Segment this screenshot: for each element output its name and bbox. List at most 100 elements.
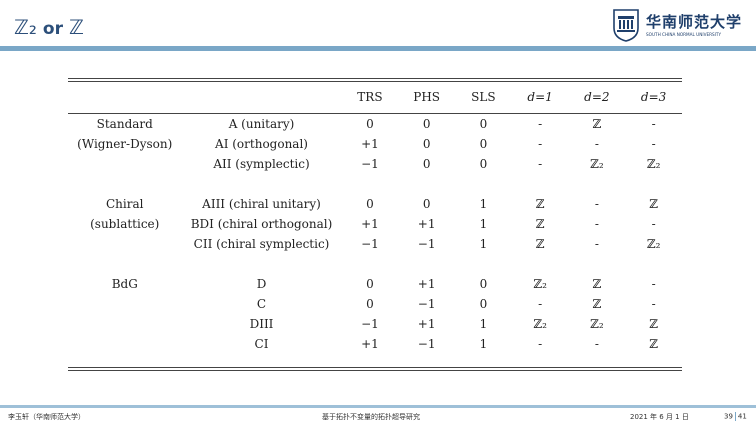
cell-trs: 0 <box>366 297 374 311</box>
cell-d1: ℤ₂ <box>533 317 547 331</box>
cell-d2: ℤ <box>592 277 602 291</box>
cell-name: CII (chiral symplectic) <box>193 237 330 251</box>
table-bottom-rule <box>68 367 682 371</box>
header-sls: SLS <box>471 90 496 104</box>
cell-cat: BdG <box>111 277 138 291</box>
cell-d2: ℤ₂ <box>590 317 604 331</box>
cell-sls: 0 <box>479 157 488 171</box>
header-d3: d=3 <box>640 90 667 104</box>
cell-phs: 0 <box>422 117 431 131</box>
table-header-rule <box>68 113 682 114</box>
cell-sls: 1 <box>479 217 488 231</box>
cell-d1: ℤ <box>535 197 545 211</box>
cell-name: C <box>256 297 267 311</box>
header-d1: d=1 <box>527 90 553 104</box>
cell-sls: 0 <box>479 277 488 291</box>
cell-sls: 1 <box>479 337 488 351</box>
footer-divider <box>0 405 756 408</box>
header-blank <box>68 80 181 114</box>
symmetry-classification-table: TRS PHS SLS d=1 d=2 d=3 Standard A (unita… <box>68 80 682 354</box>
cell-d3: - <box>651 217 656 231</box>
header-trs: TRS <box>357 90 383 104</box>
university-seal-icon <box>613 9 639 42</box>
cell-d2: - <box>594 237 599 251</box>
header-divider <box>0 46 756 51</box>
header-blank <box>181 80 341 114</box>
table-row: BdG D 0 +1 0 ℤ₂ ℤ - <box>68 274 682 294</box>
cell-trs: +1 <box>361 137 379 151</box>
table-row: CII (chiral symplectic) −1 −1 1 ℤ - ℤ₂ <box>68 234 682 254</box>
table-row: (sublattice) BDI (chiral orthogonal) +1 +1 1… <box>68 214 682 234</box>
cell-trs: 0 <box>366 197 374 211</box>
cell-cat: (Wigner-Dyson) <box>77 137 173 151</box>
title-z2: ℤ₂ <box>14 15 37 39</box>
cell-d2: - <box>594 137 599 151</box>
table-row: Chiral AIII (chiral unitary) 0 0 1 ℤ - ℤ <box>68 194 682 214</box>
cell-d1: - <box>538 117 543 131</box>
cell-phs: 0 <box>422 197 431 211</box>
cell-trs: −1 <box>361 157 379 171</box>
cell-phs: 0 <box>422 137 431 151</box>
cell-cat: Standard <box>96 117 153 131</box>
cell-d2: ℤ <box>592 117 602 131</box>
page-separator <box>734 412 736 421</box>
slide-title: ℤ₂ or ℤ <box>14 14 84 42</box>
footer-author: 李玉轩（华南师范大学） <box>8 413 85 421</box>
cell-d2: - <box>594 197 599 211</box>
total-pages: 41 <box>737 412 747 421</box>
cell-d1: - <box>538 157 543 171</box>
cell-d1: - <box>538 297 543 311</box>
cell-d3: - <box>651 297 656 311</box>
cell-phs: −1 <box>417 237 436 251</box>
footer-date: 2021 年 6 月 1 日 <box>630 413 689 421</box>
cell-cat: (sublattice) <box>90 217 160 231</box>
cell-sls: 1 <box>479 237 488 251</box>
cell-trs: −1 <box>361 317 379 331</box>
cell-cat <box>68 154 181 174</box>
footer: 李玉轩（华南师范大学） 基于拓扑不变量的拓扑超导研究 2021 年 6 月 1 … <box>0 412 756 425</box>
group-spacer <box>68 254 682 274</box>
footer-page-number: 39 41 <box>724 412 747 421</box>
table-top-rule <box>68 78 682 82</box>
table-row: Standard A (unitary) 0 0 0 - ℤ - <box>68 114 682 134</box>
cell-d3: ℤ <box>649 197 658 211</box>
cell-trs: 0 <box>366 277 374 291</box>
cell-sls: 0 <box>479 297 488 311</box>
cell-d3: - <box>651 277 656 291</box>
cell-name: AIII (chiral unitary) <box>202 197 321 211</box>
footer-topic: 基于拓扑不变量的拓扑超导研究 <box>322 413 420 421</box>
cell-phs: +1 <box>417 277 436 291</box>
cell-d2: - <box>594 337 599 351</box>
cell-phs: 0 <box>422 157 431 171</box>
cell-name: DIII <box>249 317 274 331</box>
table-header-row: TRS PHS SLS d=1 d=2 d=3 <box>68 80 682 114</box>
table-body: Standard A (unitary) 0 0 0 - ℤ - (Wigner-Dyson) A… <box>68 114 682 354</box>
cell-cat: Chiral <box>105 197 144 211</box>
cell-cat <box>68 314 181 334</box>
cell-d2: ℤ₂ <box>590 157 604 171</box>
cell-phs: +1 <box>417 317 436 331</box>
cell-cat <box>68 294 181 314</box>
cell-sls: 0 <box>479 137 488 151</box>
header-phs: PHS <box>413 90 441 104</box>
cell-name: D <box>256 277 267 291</box>
cell-name: BDI (chiral orthogonal) <box>190 217 333 231</box>
header-d2: d=2 <box>584 90 610 104</box>
cell-cat <box>68 234 181 254</box>
table-row: DIII −1 +1 1 ℤ₂ ℤ₂ ℤ <box>68 314 682 334</box>
cell-trs: +1 <box>361 217 379 231</box>
table-row: C 0 −1 0 - ℤ - <box>68 294 682 314</box>
university-logo: 华南师范大学 SOUTH CHINA NORMAL UNIVERSITY <box>610 4 750 44</box>
cell-name: A (unitary) <box>228 117 295 131</box>
cell-d3: - <box>651 117 656 131</box>
cell-d1: ℤ <box>535 217 545 231</box>
cell-d1: ℤ₂ <box>533 277 547 291</box>
cell-cat <box>68 334 181 354</box>
cell-name: CI <box>254 337 269 351</box>
cell-trs: 0 <box>366 117 374 131</box>
cell-d1: ℤ <box>535 237 545 251</box>
cell-sls: 1 <box>479 317 488 331</box>
cell-phs: −1 <box>417 297 436 311</box>
group-spacer <box>68 174 682 194</box>
cell-phs: +1 <box>417 217 436 231</box>
